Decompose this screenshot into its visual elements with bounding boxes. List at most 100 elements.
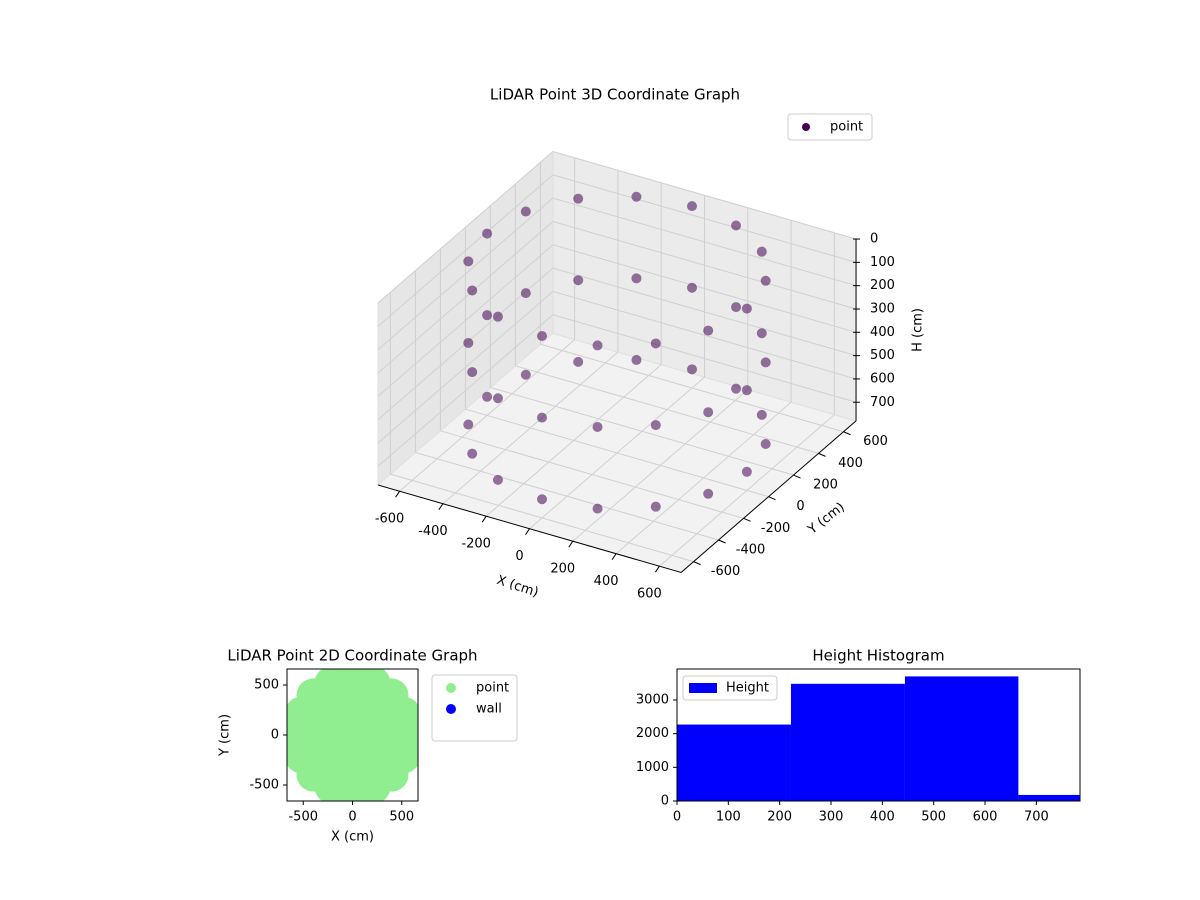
x-tick-label: 0 (515, 549, 523, 564)
legend-box (787, 113, 873, 141)
x-tick-label: 700 (1024, 810, 1049, 825)
point (573, 356, 584, 367)
grid-line (552, 290, 857, 380)
plot-area (677, 676, 1080, 801)
point (741, 385, 752, 396)
z-tick-label: 300 (870, 301, 895, 316)
z-tick-label: 600 (870, 371, 895, 386)
point (537, 331, 547, 342)
grid-line (552, 151, 857, 240)
y-tick-label: 2000 (636, 726, 669, 741)
tick-mark (843, 431, 851, 436)
legend-marker (446, 704, 456, 714)
x-tick-label: 400 (594, 574, 619, 589)
point (492, 311, 503, 322)
point (573, 275, 584, 286)
chart-title: LiDAR Point 3D Coordinate Graph (490, 86, 740, 104)
point (467, 448, 478, 459)
x-tick-label: -600 (375, 512, 405, 527)
legend-marker (802, 123, 810, 131)
tick-mark (525, 528, 530, 535)
point (756, 328, 767, 339)
x-tick-label: 600 (973, 810, 998, 825)
tick-mark (481, 515, 487, 523)
y-axis-line (680, 420, 857, 573)
legend-box (682, 675, 778, 701)
legend-label: wall (476, 702, 502, 717)
grid-line (440, 430, 744, 519)
tick-mark (768, 496, 776, 501)
y-tick-label: 400 (838, 456, 863, 471)
grid-line (377, 221, 554, 374)
point (703, 325, 714, 336)
point (463, 337, 474, 348)
point (492, 474, 503, 485)
point (520, 288, 531, 299)
point (687, 364, 697, 375)
legend-marker (689, 683, 717, 693)
grid-line (490, 387, 794, 476)
point (520, 206, 531, 217)
tick-mark (818, 452, 826, 457)
point (573, 193, 584, 204)
point (731, 302, 742, 313)
point (650, 338, 661, 349)
grid-line (552, 197, 857, 287)
y-tick-label: -600 (711, 564, 741, 579)
legend-label: Height (726, 681, 769, 696)
x-tick-label: 0 (673, 810, 681, 825)
point (335, 718, 370, 752)
plot-area (287, 669, 418, 801)
bar (1018, 794, 1080, 801)
y-tick-label: -200 (761, 521, 791, 536)
x-tick-label: 500 (389, 810, 414, 825)
chart-title: LiDAR Point 2D Coordinate Graph (227, 647, 477, 665)
y-tick-label: 0 (661, 794, 669, 809)
point (756, 246, 767, 257)
point (741, 466, 752, 477)
point (467, 285, 478, 296)
grid-line (552, 221, 857, 310)
z-tick-label: 200 (870, 278, 895, 293)
axes-frame (676, 668, 1081, 802)
legend-marker (446, 683, 456, 693)
tick-mark (568, 540, 574, 548)
grid-line (377, 151, 554, 304)
x-tick-label: 300 (819, 810, 844, 825)
y-tick-label: -500 (249, 778, 279, 793)
point (760, 357, 771, 368)
point (631, 191, 642, 202)
grid-line (540, 343, 844, 433)
y-tick-label: 200 (813, 478, 838, 493)
tick-mark (718, 539, 726, 544)
x-tick-label: 200 (767, 810, 792, 825)
grid-line (377, 244, 554, 397)
point (482, 310, 493, 321)
point (592, 422, 603, 433)
grid-line (415, 451, 719, 541)
x-axis-label: X (cm) (331, 830, 374, 845)
point (687, 201, 697, 212)
x-tick-label: 400 (870, 810, 895, 825)
point (592, 340, 603, 351)
y-tick-label: 600 (863, 434, 888, 449)
x-axis-label: X (cm) (495, 573, 541, 601)
x-axis-line (377, 484, 682, 573)
point (760, 275, 771, 286)
x-tick-label: -500 (288, 810, 318, 825)
grid-line (552, 174, 857, 263)
x-tick-label: 600 (637, 587, 662, 602)
point (492, 393, 503, 404)
point (592, 503, 603, 514)
x-tick-label: -200 (461, 537, 491, 552)
point (520, 369, 531, 380)
point (356, 739, 391, 774)
tick-mark (793, 474, 801, 479)
tick-mark (611, 553, 617, 560)
z-tick-label: 0 (870, 232, 878, 247)
y-tick-label: 0 (271, 728, 279, 743)
z-tick-label: 700 (870, 395, 895, 410)
grid-line (515, 365, 819, 454)
y-tick-label: 0 (796, 499, 804, 514)
